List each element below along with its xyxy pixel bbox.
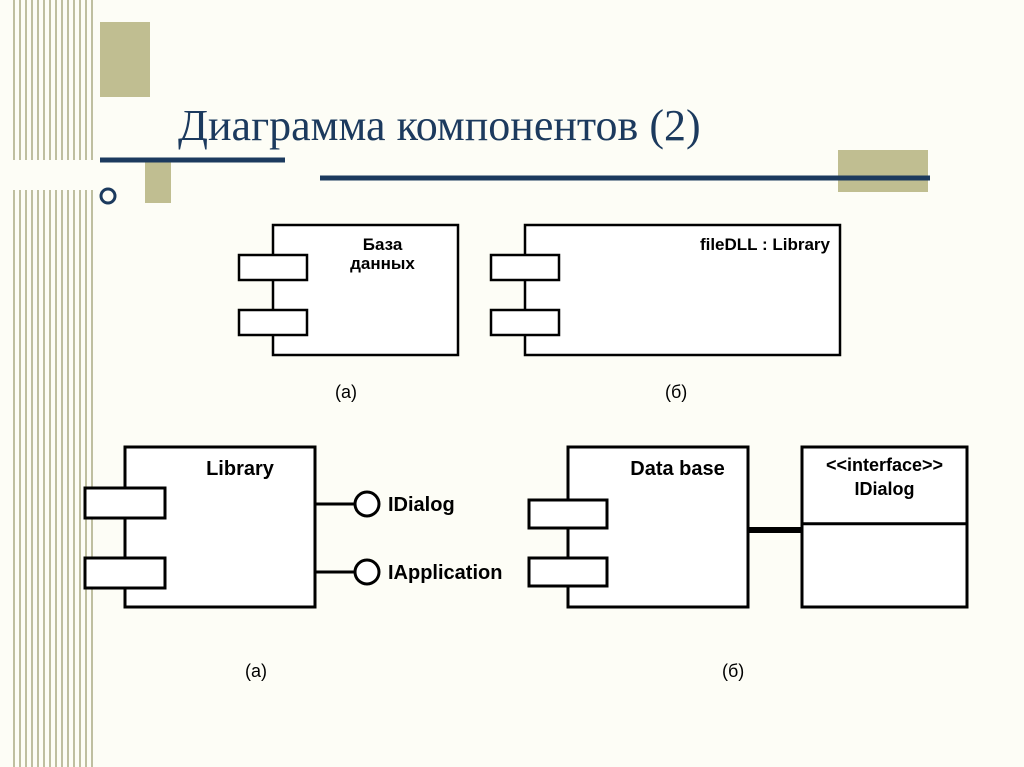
stereotype-label: <<interface>> bbox=[826, 455, 943, 475]
component-label: Library bbox=[206, 458, 275, 480]
component-port bbox=[239, 255, 307, 280]
caption-label: (а) bbox=[335, 382, 357, 402]
component-label: Data base bbox=[630, 458, 725, 480]
caption-label: (б) bbox=[665, 382, 687, 402]
component-label: База bbox=[363, 235, 403, 254]
component-port bbox=[85, 488, 165, 518]
interface-lollipop bbox=[355, 560, 379, 584]
component-port bbox=[85, 558, 165, 588]
component-label: fileDLL : Library bbox=[700, 235, 831, 254]
component-port bbox=[239, 310, 307, 335]
component-port bbox=[491, 255, 559, 280]
interface-label: IDialog bbox=[388, 494, 455, 516]
slide-root: Диаграмма компонентов (2) Базаданныхfile… bbox=[0, 0, 1024, 767]
component-port bbox=[529, 558, 607, 586]
caption-label: (а) bbox=[245, 661, 267, 681]
interface-name: IDialog bbox=[854, 479, 914, 499]
interface-lollipop bbox=[355, 492, 379, 516]
interface-label: IApplication bbox=[388, 562, 502, 584]
caption-label: (б) bbox=[722, 661, 744, 681]
component-port bbox=[529, 500, 607, 528]
component-label: данных bbox=[350, 254, 415, 273]
diagram-layer: Базаданных fileDLL : Library Library IDialo… bbox=[0, 0, 1024, 767]
component-port bbox=[491, 310, 559, 335]
